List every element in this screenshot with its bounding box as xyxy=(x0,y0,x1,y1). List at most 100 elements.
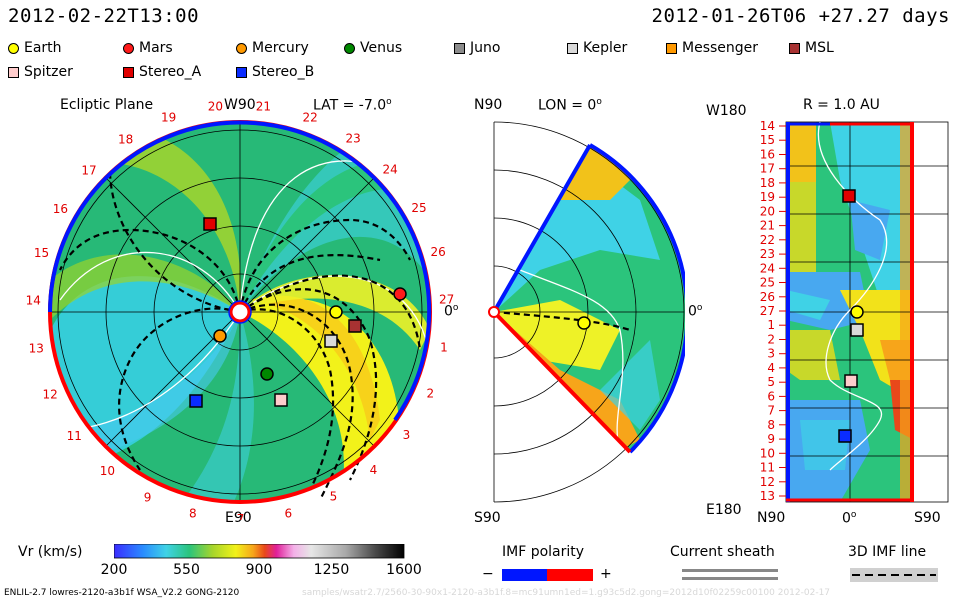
ecliptic-tick-label: 22 xyxy=(303,110,318,124)
colorbar-tick-label: 550 xyxy=(173,562,200,578)
radial-tick-label: 12 xyxy=(760,475,775,489)
imf-polarity-positive-swatch xyxy=(547,569,593,581)
legend-item-messenger: Messenger xyxy=(666,39,758,57)
colorbar xyxy=(114,544,405,559)
legend-marker xyxy=(567,42,578,54)
ecliptic-bottom-label: E90 xyxy=(225,510,252,526)
meridional-right-label: 0o xyxy=(688,303,703,320)
radial-tick-label: 8 xyxy=(767,418,775,432)
meridional-top-label: N90 xyxy=(474,97,503,113)
radial-tick-label: 4 xyxy=(767,361,775,375)
meridional-earth-marker xyxy=(577,316,591,330)
ecliptic-tick-label: 19 xyxy=(161,111,176,125)
kepler-marker xyxy=(324,334,338,348)
legend-item-spitzer: Spitzer xyxy=(8,63,73,81)
imf-polarity-negative-swatch xyxy=(502,569,547,581)
ecliptic-tick-label: 5 xyxy=(330,490,338,504)
ecliptic-tick-label: 8 xyxy=(189,507,197,520)
meridional-bottom-label: S90 xyxy=(474,510,501,526)
ecliptic-tick-label: 24 xyxy=(383,163,398,177)
radial-earth-marker xyxy=(850,305,864,319)
legend-marker xyxy=(454,42,465,54)
mars-marker xyxy=(393,287,407,301)
imf-polarity-plus: + xyxy=(600,566,612,582)
colorbar-tick-label: 1250 xyxy=(313,562,350,578)
radial-tick-label: 22 xyxy=(760,233,775,247)
radial-n90-label: N90 xyxy=(757,510,786,526)
ecliptic-tick-label: 2 xyxy=(426,386,434,400)
ecliptic-lat-label: LAT = -7.0o xyxy=(313,97,392,114)
radial-tick-label: 17 xyxy=(760,162,775,176)
radial-tick-label: 1 xyxy=(767,318,775,332)
ecliptic-tick-label: 23 xyxy=(346,132,361,146)
ecliptic-tick-label: 9 xyxy=(144,490,152,504)
radial-tick-label: 15 xyxy=(760,133,775,147)
ecliptic-tick-label: 15 xyxy=(34,246,49,260)
radial-spitzer-marker xyxy=(844,374,858,388)
right-timestamp: 2012-01-26T06 +27.27 days xyxy=(651,5,950,27)
ecliptic-tick-label: 25 xyxy=(411,201,426,215)
radial-tick-label: 19 xyxy=(760,190,775,204)
ecliptic-tick-label: 27 xyxy=(439,292,454,306)
radial-stereo-b-marker xyxy=(838,429,852,443)
legend-label: Mars xyxy=(139,40,173,56)
legend-label: Spitzer xyxy=(24,64,73,80)
msl-marker xyxy=(348,319,362,333)
meridional-sun-marker xyxy=(488,306,500,318)
ecliptic-tick-label: 1 xyxy=(440,340,448,354)
current-sheath-title: Current sheath xyxy=(670,544,775,560)
ecliptic-tick-label: 12 xyxy=(43,388,58,402)
radial-tick-label: 11 xyxy=(760,461,775,475)
ecliptic-tick-label: 20 xyxy=(208,100,223,114)
legend-marker xyxy=(8,66,19,78)
radial-tick-label: 10 xyxy=(760,446,775,460)
legend-item-stereo-a: Stereo_A xyxy=(123,63,201,81)
colorbar-tick-label: 900 xyxy=(245,562,273,578)
radial-bottom-left-label: E180 xyxy=(706,502,742,518)
legend-label: Messenger xyxy=(682,40,759,56)
stereo-b-marker xyxy=(189,394,203,408)
legend-marker xyxy=(344,42,355,54)
ecliptic-tick-label: 14 xyxy=(26,294,41,308)
colorbar-label: Vr (km/s) xyxy=(18,544,83,560)
legend-label: Juno xyxy=(470,40,501,56)
radial-tick-label: 9 xyxy=(767,432,775,446)
spitzer-marker xyxy=(274,393,288,407)
legend-label: Stereo_A xyxy=(139,64,202,80)
ecliptic-right-label: 0o xyxy=(444,303,459,320)
legend-marker xyxy=(666,42,677,54)
colorbar-tick-label: 1600 xyxy=(386,562,422,578)
radial-top-left-label: W180 xyxy=(706,103,747,119)
radial-tick-label: 26 xyxy=(760,290,775,304)
radial-stereo-a-marker xyxy=(842,189,856,203)
radial-tick-label: 18 xyxy=(760,176,775,190)
run-id-footer: samples/wsatr2.7/2560-30-90x1-2120-a3b1f… xyxy=(302,588,831,598)
stereo-a-marker xyxy=(203,217,217,231)
legend-item-mars: Mars xyxy=(123,39,173,57)
legend-item-stereo-b: Stereo_B xyxy=(236,63,314,81)
legend-item-mercury: Mercury xyxy=(236,39,309,57)
radial-tick-label: 6 xyxy=(767,389,775,403)
legend-item-msl: MSL xyxy=(789,39,834,57)
radial-title: R = 1.0 AU xyxy=(803,97,880,113)
radial-tick-label: 27 xyxy=(760,304,775,318)
legend-item-kepler: Kepler xyxy=(567,39,627,57)
radial-tick-label: 25 xyxy=(760,276,775,290)
ecliptic-tick-label: 18 xyxy=(118,132,133,146)
mercury-marker xyxy=(213,329,227,343)
meridional-current-sheath xyxy=(519,269,624,451)
ecliptic-tick-label: 4 xyxy=(370,463,378,477)
ecliptic-tick-label: 21 xyxy=(256,100,271,113)
model-footer: ENLIL-2.7 lowres-2120-a3b1f WSA_V2.2 GON… xyxy=(4,588,240,598)
radial-tick-label: 20 xyxy=(760,204,775,218)
ecliptic-tick-label: 10 xyxy=(100,464,115,478)
legend-label: Stereo_B xyxy=(252,64,315,80)
current-sheath-swatch xyxy=(682,569,778,572)
legend-label: Venus xyxy=(360,40,403,56)
radial-tick-label: 21 xyxy=(760,219,775,233)
radial-tick-label: 14 xyxy=(760,119,775,133)
radial-rotation-ticks: 1415161718192021222324252627123456789101… xyxy=(760,119,786,503)
ecliptic-tick-label: 6 xyxy=(284,506,292,520)
